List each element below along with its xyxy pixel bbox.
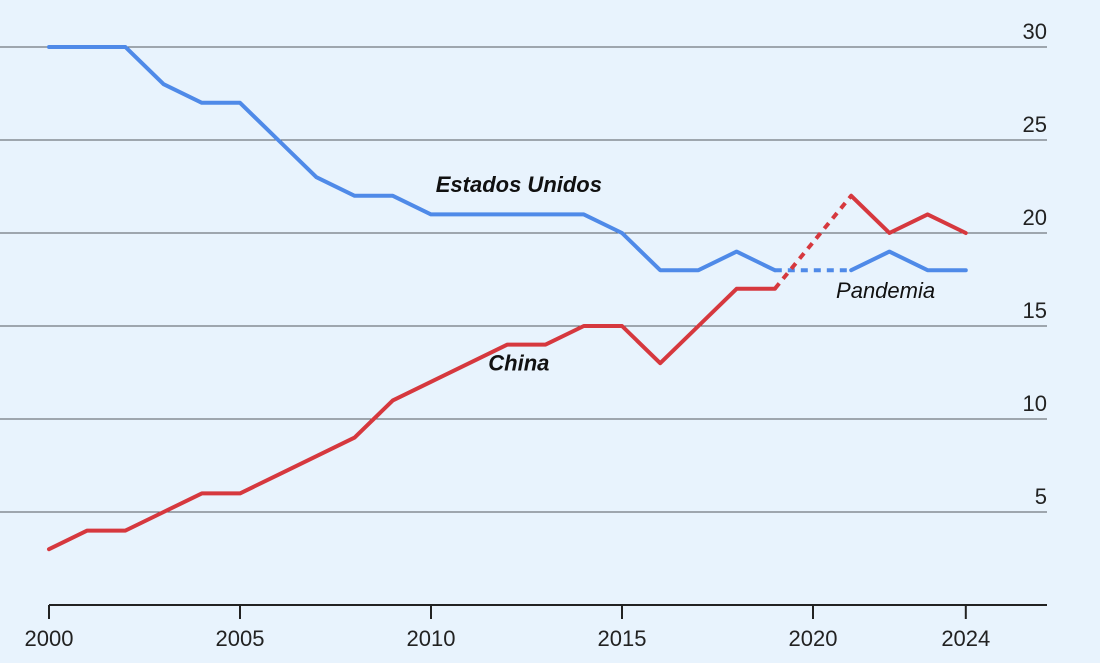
series-estados-unidos-line [47, 45, 777, 273]
x-tick-label: 2024 [941, 626, 990, 651]
annotation-label: Pandemia [836, 278, 935, 303]
x-tick-label: 2000 [25, 626, 74, 651]
y-tick-label: 25 [1023, 112, 1047, 137]
annotation-label: China [488, 351, 549, 376]
series-china-line [47, 286, 777, 552]
x-axis: 2000 2005 2010 2015 2020 2024 [25, 604, 1047, 651]
y-tick-label: 5 [1035, 484, 1047, 509]
y-tick-label: 10 [1023, 391, 1047, 416]
annotation-label: Estados Unidos [436, 172, 602, 197]
x-tick-label: 2005 [216, 626, 265, 651]
x-tick-label: 2020 [789, 626, 838, 651]
x-tick-label: 2010 [407, 626, 456, 651]
y-tick-label: 15 [1023, 298, 1047, 323]
series-estados-unidos-line-after [849, 249, 968, 273]
annotations: Estados Unidos China Pandemia [436, 172, 935, 376]
series-china-line-after [849, 193, 968, 235]
series-china-dashed-line [773, 194, 853, 291]
y-tick-label: 30 [1023, 19, 1047, 44]
y-axis-ticks: 5 10 15 20 25 30 [1023, 19, 1047, 509]
series-lines [47, 45, 968, 552]
gridlines [0, 46, 1047, 513]
x-tick-label: 2015 [598, 626, 647, 651]
y-tick-label: 20 [1023, 205, 1047, 230]
